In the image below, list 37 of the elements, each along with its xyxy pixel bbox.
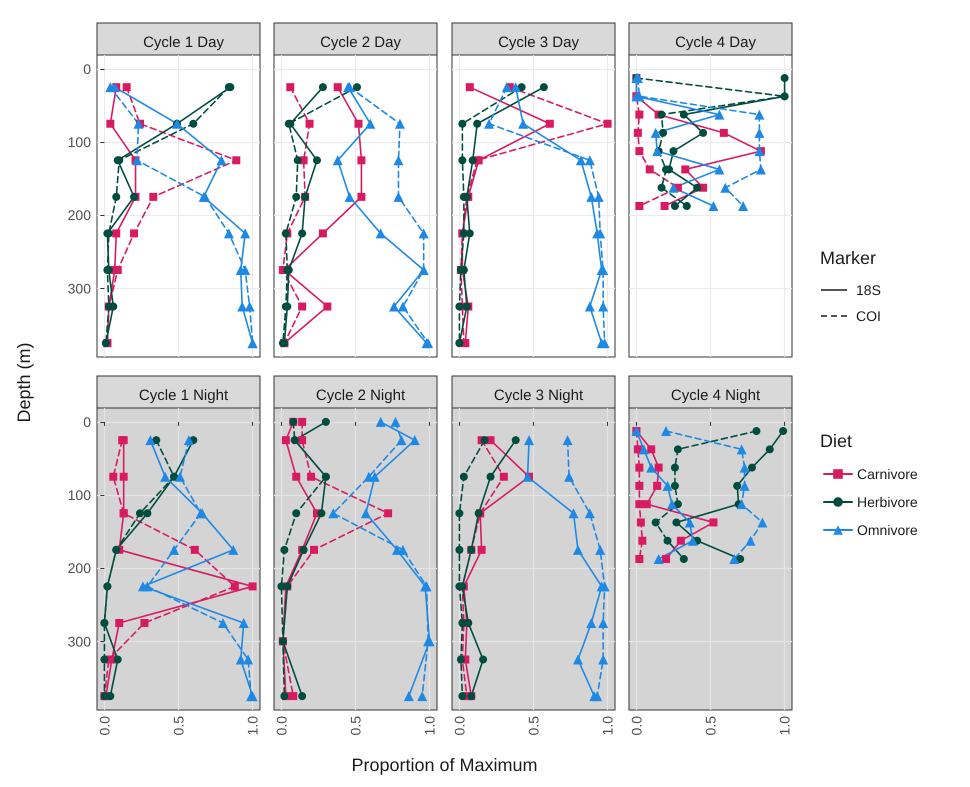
legend-title: Diet <box>820 431 852 451</box>
x-tick-label: 0.5 <box>702 716 718 736</box>
chart-title: Cycle 3 Day <box>498 34 580 51</box>
chart-title: Cycle 4 Night <box>670 387 761 404</box>
x-tick-label: 1.0 <box>600 716 616 736</box>
x-tick-label: 0.0 <box>451 716 468 736</box>
x-tick-label: 0.5 <box>526 716 542 736</box>
legend-label: Carnivore <box>857 466 918 482</box>
y-tick-label: 300 <box>68 633 92 650</box>
y-tick-label: 200 <box>68 560 92 576</box>
y-tick-label: 300 <box>68 280 92 296</box>
chart-title: Cycle 1 Night <box>138 387 229 404</box>
x-axis-title: Proportion of Maximum <box>351 755 538 775</box>
x-tick-label: 0.0 <box>96 716 112 736</box>
chart-title: Cycle 2 Day <box>320 34 402 51</box>
legend-label: Omnivore <box>857 522 918 538</box>
chart-title: Cycle 4 Day <box>675 34 756 51</box>
text: 18S <box>856 282 881 298</box>
y-tick-label: 0 <box>83 414 92 430</box>
y-tick-label: 0 <box>83 60 92 77</box>
x-tick-label: 1.0 <box>422 716 438 736</box>
x-tick-label: 0.5 <box>170 716 186 736</box>
chart-title: Cycle 1 Day <box>143 34 224 51</box>
y-tick-label: 100 <box>68 134 92 150</box>
y-tick-label: 100 <box>68 487 92 504</box>
y-tick-label: 200 <box>68 207 92 224</box>
x-tick-label: 1.0 <box>776 716 793 736</box>
chart-title: Cycle 3 Night <box>494 387 584 404</box>
legend-title: Marker <box>820 248 878 269</box>
x-tick-label: 1.0 <box>244 716 261 736</box>
x-tick-label: 0.0 <box>273 716 290 736</box>
x-tick-label: 0.0 <box>628 716 644 736</box>
legend-label: Herbivore <box>857 494 918 510</box>
text: COI <box>856 308 881 324</box>
y-axis-title: Depth (m) <box>14 342 34 423</box>
x-tick-label: 0.5 <box>348 716 364 736</box>
chart-title: Cycle 2 Night <box>316 387 406 404</box>
